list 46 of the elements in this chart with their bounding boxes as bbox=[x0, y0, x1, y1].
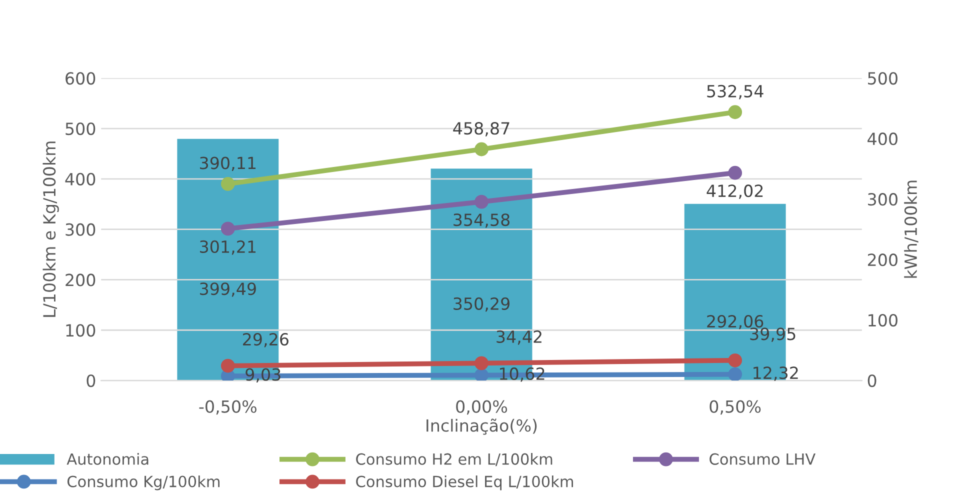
point bbox=[474, 194, 488, 209]
point bbox=[728, 166, 742, 180]
y-axis-title: L/100km e Kg/100km bbox=[42, 142, 59, 317]
legend-label: Consumo Diesel Eq L/100km bbox=[356, 475, 574, 490]
y-tick-label: 200 bbox=[66, 274, 96, 286]
data-label: 350,29 bbox=[454, 297, 510, 312]
data-label: 390,11 bbox=[200, 156, 256, 171]
data-label: 9,03 bbox=[246, 368, 280, 383]
legend-label: Consumo H2 em L/100km bbox=[356, 453, 552, 466]
data-label: 354,58 bbox=[454, 213, 510, 228]
y2-tick-label: 500 bbox=[868, 72, 898, 85]
legend-label: Autonomia bbox=[66, 453, 148, 465]
y2-tick-label: 300 bbox=[868, 193, 898, 206]
point bbox=[474, 368, 488, 381]
data-label: 532,54 bbox=[707, 84, 764, 100]
point bbox=[220, 358, 235, 373]
data-label: 412,02 bbox=[706, 184, 763, 199]
y2-tick-label: 200 bbox=[868, 254, 898, 266]
data-label: 399,49 bbox=[200, 282, 256, 297]
y2-axis-title: kWh/100km bbox=[904, 180, 918, 278]
data-label: 301,21 bbox=[200, 240, 256, 255]
y-tick-label: 600 bbox=[66, 72, 96, 85]
x-tick-label: -0,50% bbox=[199, 400, 256, 415]
y-tick-label: 300 bbox=[66, 223, 96, 236]
y2-tick-label: 0 bbox=[868, 374, 876, 388]
data-label: 292,06 bbox=[707, 314, 764, 330]
y-tick-label: 0 bbox=[86, 374, 96, 388]
point bbox=[728, 105, 742, 120]
point bbox=[220, 176, 235, 191]
x-tick-label: 0,50% bbox=[710, 400, 761, 415]
legend-label: Consumo Kg/100km bbox=[67, 475, 220, 490]
y-tick-label: 100 bbox=[66, 324, 96, 337]
y2-tick-label: 100 bbox=[868, 314, 898, 327]
point bbox=[728, 353, 742, 368]
x-axis-title: Inclinação(%) bbox=[426, 418, 537, 435]
data-label: 10,62 bbox=[500, 367, 544, 382]
legend-label: Consumo LHV bbox=[710, 453, 816, 465]
y-tick-label: 500 bbox=[66, 122, 96, 136]
point bbox=[220, 222, 235, 236]
data-label: 458,87 bbox=[453, 122, 510, 136]
point bbox=[474, 142, 488, 156]
y2-tick-label: 400 bbox=[868, 132, 898, 146]
point bbox=[474, 356, 488, 370]
point bbox=[728, 367, 742, 381]
y-tick-label: 400 bbox=[65, 172, 96, 186]
x-tick-label: 0,00% bbox=[456, 400, 508, 415]
